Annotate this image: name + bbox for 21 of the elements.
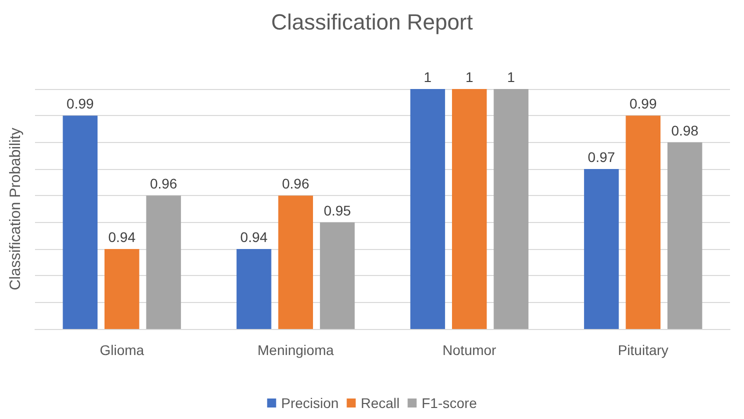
x-tick-label: Meningioma xyxy=(257,342,334,358)
data-label: 1 xyxy=(507,69,516,85)
chart-title: Classification Report xyxy=(271,10,473,34)
data-label: 0.99 xyxy=(66,96,94,112)
data-label: 0.94 xyxy=(108,229,136,245)
data-label: 1 xyxy=(424,69,432,85)
x-tick-label: Pituitary xyxy=(618,342,668,358)
legend-label: Recall xyxy=(360,395,400,411)
data-label: 0.99 xyxy=(630,96,657,112)
y-axis-title: Classification Probability xyxy=(7,127,24,290)
legend-label: Precision xyxy=(281,395,339,411)
data-label: 0.97 xyxy=(588,149,616,165)
data-label: 0.96 xyxy=(282,176,310,192)
data-label: 0.94 xyxy=(240,229,268,245)
data-label: 1 xyxy=(465,69,474,85)
legend-label: F1-score xyxy=(422,395,478,411)
data-label: 0.95 xyxy=(324,202,352,218)
x-tick-label: Notumor xyxy=(442,342,497,358)
x-tick-label: Glioma xyxy=(100,342,144,358)
data-label: 0.96 xyxy=(150,176,178,192)
data-label: 0.98 xyxy=(671,122,699,138)
